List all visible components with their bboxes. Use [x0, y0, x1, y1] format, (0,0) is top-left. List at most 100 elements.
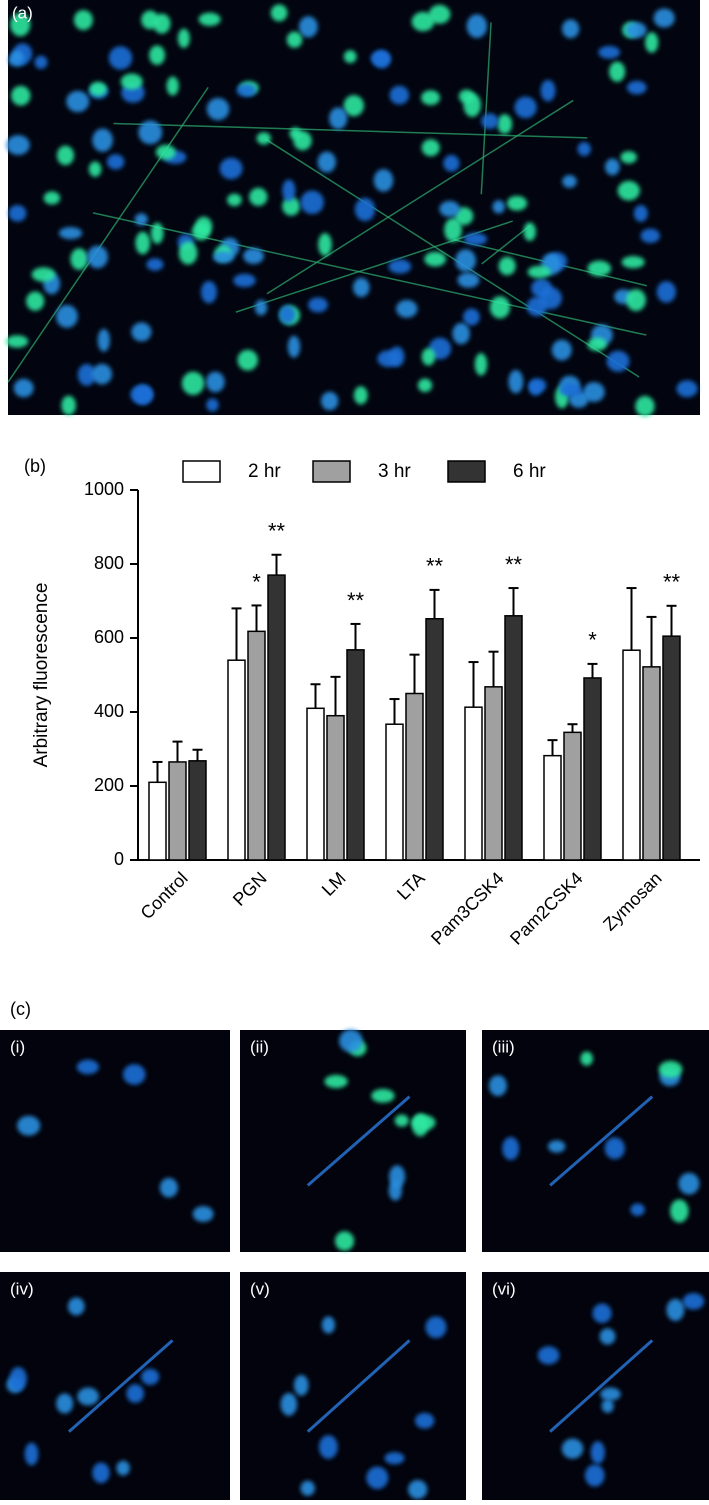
x-tick-label: LTA: [393, 868, 429, 904]
cell: [411, 11, 435, 32]
cell: [561, 19, 580, 39]
cell: [155, 144, 176, 160]
cell: [26, 291, 45, 311]
cell: [293, 1374, 309, 1396]
cell: [617, 180, 640, 201]
cell: [66, 90, 90, 113]
cell: [237, 349, 258, 371]
cell: [439, 200, 461, 218]
cell: [580, 1051, 593, 1066]
cell: [138, 120, 163, 145]
cell: [318, 233, 332, 257]
cell: [371, 1088, 395, 1103]
cell: [87, 245, 108, 269]
cell: [308, 297, 328, 313]
cell: [562, 175, 577, 188]
significance: **: [268, 519, 286, 544]
cell: [424, 251, 447, 267]
cell: [324, 1074, 348, 1089]
cell: [514, 96, 537, 119]
cell: [10, 50, 24, 64]
cell: [656, 281, 676, 303]
cell: [195, 216, 213, 236]
bar: [662, 635, 681, 861]
cell: [452, 322, 470, 345]
cell: [279, 305, 296, 324]
cell: [9, 1367, 27, 1391]
panel-label: (v): [250, 1279, 270, 1298]
fiber: [549, 1339, 654, 1433]
micrograph: [0, 1030, 230, 1252]
cell: [70, 248, 89, 270]
cell: [317, 151, 336, 173]
cell: [31, 267, 56, 282]
cell: [298, 16, 318, 38]
cell: [428, 4, 451, 24]
fiber: [265, 138, 640, 378]
panel-label: (iii): [492, 1037, 515, 1056]
cell: [620, 151, 637, 164]
cell: [415, 1412, 435, 1429]
bar: [504, 615, 523, 861]
cell: [300, 1480, 315, 1496]
cell: [370, 50, 390, 66]
cell: [466, 14, 488, 39]
cell: [343, 50, 357, 64]
cell: [5, 335, 29, 348]
panel-label: (iv): [10, 1279, 34, 1298]
fiber: [7, 86, 209, 383]
cell: [227, 193, 242, 207]
cell: [463, 232, 488, 246]
y-tick-label: 400: [94, 701, 124, 721]
cell: [97, 328, 110, 352]
bar-chart: 0 200 400 600 800 1000 Arbitrary fluorescence 2…: [31, 460, 700, 949]
fiber: [480, 22, 492, 195]
cell: [373, 168, 394, 192]
legend-label: 6 hr: [513, 461, 546, 482]
cell: [678, 1172, 700, 1195]
cell: [249, 187, 268, 206]
cell: [506, 195, 528, 211]
cell: [329, 107, 348, 130]
cell: [421, 348, 436, 366]
cell: [206, 398, 219, 412]
cell: [366, 1466, 389, 1490]
significance: **: [663, 570, 681, 595]
cell: [590, 1441, 605, 1464]
cell: [559, 383, 583, 397]
cell: [653, 8, 675, 28]
cell: [198, 12, 221, 26]
cell: [598, 45, 621, 59]
cell: [91, 363, 113, 385]
cell: [282, 179, 296, 202]
cell: [236, 83, 257, 97]
cell: [635, 395, 655, 417]
cell: [55, 304, 78, 328]
cell: [458, 89, 475, 104]
fiber: [113, 122, 588, 139]
significance: **: [505, 552, 523, 577]
cell: [320, 391, 339, 411]
cell: [584, 1464, 605, 1487]
cell: [24, 1442, 39, 1466]
cell: [34, 55, 48, 69]
y-tick-label: 600: [94, 627, 124, 647]
cell: [108, 46, 133, 70]
significance: *: [252, 569, 261, 594]
cell: [233, 273, 256, 288]
cell: [630, 1203, 645, 1217]
cell: [601, 1399, 614, 1413]
bar: [622, 649, 641, 861]
bar: [148, 781, 167, 861]
cell: [61, 395, 76, 416]
cell: [256, 132, 272, 145]
cell: [425, 1316, 447, 1339]
cell: [192, 1206, 214, 1223]
x-tick-label: Control: [137, 868, 192, 923]
cell: [17, 1115, 41, 1136]
cell: [481, 113, 499, 130]
y-tick-label: 200: [94, 775, 124, 795]
panel-label: (b): [24, 456, 46, 476]
cell: [561, 1438, 584, 1459]
